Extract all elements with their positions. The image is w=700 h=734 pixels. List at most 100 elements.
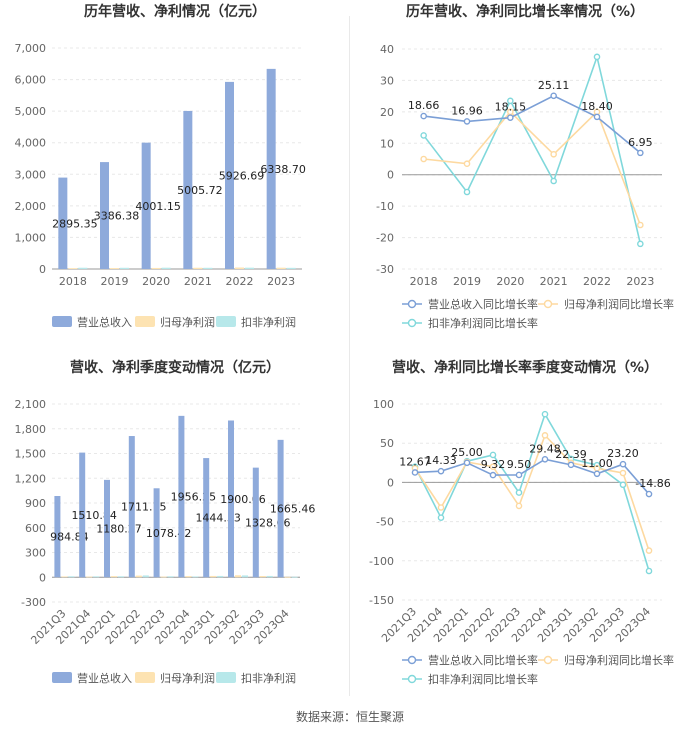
point-revenue-growth: [637, 149, 644, 157]
bar-revenue: [58, 177, 68, 269]
y-tick-label: 0: [39, 263, 46, 276]
data-label: 25.00: [451, 446, 483, 459]
bar-revenue: [252, 467, 259, 578]
bar-deducted-profit: [266, 575, 273, 578]
bar-deducted-profit: [291, 576, 298, 578]
data-label: 22.39: [555, 448, 587, 461]
point-net-profit-growth: [515, 502, 523, 510]
legend-label: 归母净利润同比增长率: [564, 653, 674, 667]
data-label: 23.20: [607, 447, 639, 460]
bar-revenue: [266, 68, 276, 269]
y-tick-label: 2,100: [15, 398, 47, 411]
point-net-profit-growth: [463, 160, 471, 168]
data-label: 18.15: [495, 101, 527, 114]
bar-revenue: [79, 452, 86, 578]
chart-title: 营收、净利同比增长率季度变动情况（%）: [392, 359, 658, 376]
data-label: 11.00: [581, 457, 613, 470]
legend-label: 扣非净利润同比增长率: [428, 672, 538, 686]
annual-revenue-profit-panel: 历年营收、净利情况（亿元） 0 1,000 2,000 3,000 4,000 5,000 6…: [0, 0, 350, 352]
point-net-profit-growth: [489, 463, 497, 471]
data-label: 1444.53: [195, 512, 241, 525]
y-tick-label: 50: [380, 437, 394, 450]
data-label: 12.67: [399, 455, 431, 468]
legend-swatch: [216, 672, 236, 683]
y-tick-label: 900: [25, 497, 46, 510]
point-net-profit-growth: [541, 432, 549, 439]
point-deducted-profit-growth: [550, 177, 557, 185]
data-label: 1510.84: [71, 509, 117, 522]
point-net-profit-growth: [437, 504, 445, 511]
bar-net-profit: [276, 267, 286, 269]
y-tick-label: 7,000: [15, 42, 47, 55]
data-label: 9.32: [481, 458, 506, 471]
point-revenue-growth: [463, 118, 471, 125]
legend-label: 营业总收入同比增长率: [428, 297, 538, 311]
bar-deducted-profit: [242, 575, 248, 578]
bar-revenue: [104, 479, 110, 578]
y-tick-label: 100: [373, 398, 394, 411]
x-tick-label: 2020: [142, 275, 170, 288]
point-deducted-profit-growth: [507, 97, 514, 105]
bar-net-profit: [160, 576, 167, 578]
point-deducted-profit-growth: [489, 451, 497, 459]
y-tick-label: 0: [387, 476, 394, 489]
legend-swatch: [135, 316, 155, 327]
chart-title: 历年营收、净利情况（亿元）: [84, 3, 266, 20]
bar-deducted-profit: [142, 575, 149, 578]
chart-title: 营收、净利季度变动情况（亿元）: [70, 359, 280, 376]
x-tick-label: 2022: [583, 275, 611, 288]
point-deducted-profit-growth: [593, 53, 601, 61]
bar-net-profit: [235, 267, 244, 269]
quarterly-revenue-profit-panel: 营收、净利季度变动情况（亿元） -300 0 300 600 900 1,200 1,500 1…: [0, 352, 350, 704]
y-tick-label: 30: [380, 74, 394, 87]
bar-revenue: [54, 496, 61, 578]
point-revenue-growth: [593, 470, 601, 478]
point-revenue-growth: [437, 467, 445, 475]
y-tick-label: 6,000: [15, 74, 47, 87]
x-tick-label: 2019: [101, 275, 129, 288]
legend-label: 营业总收入同比增长率: [428, 653, 538, 667]
legend-label: 营业总收入: [77, 671, 132, 685]
data-source-note: 数据来源：恒生聚源: [295, 710, 404, 724]
legend-label: 归母净利润: [160, 315, 215, 329]
panel-divider: [349, 16, 350, 696]
point-net-profit-growth: [420, 155, 427, 163]
bar-revenue: [178, 415, 185, 578]
point-revenue-growth: [645, 490, 653, 498]
y-tick-label: 40: [380, 43, 394, 56]
line-revenue-growth: [423, 94, 641, 154]
legend-label: 扣非净利润: [241, 315, 296, 329]
line-revenue-growth: [414, 458, 650, 495]
y-tick-label: 10: [380, 137, 394, 150]
quarterly-growth-line-chart: 营收、净利同比增长率季度变动情况（%）-150-100-500501002021…: [369, 359, 674, 686]
bar-deducted-profit: [161, 267, 171, 269]
bar-deducted-profit: [192, 576, 199, 578]
bar-revenue: [225, 81, 234, 270]
legend-swatch: [135, 672, 155, 683]
y-tick-label: 1,000: [15, 231, 47, 244]
point-revenue-growth: [619, 460, 627, 468]
annual-growth-line-chart: 历年营收、净利同比增长率情况（%） -30 -20 -10 0 10 20 30 40 2018 2…: [376, 3, 674, 330]
y-tick-label: -100: [369, 555, 394, 568]
bar-deducted-profit: [78, 267, 88, 269]
data-label: 984.84: [50, 531, 89, 544]
data-label: 5005.72: [177, 184, 223, 197]
bar-net-profit: [284, 576, 291, 578]
annual-growth-panel: 历年营收、净利同比增长率情况（%） -30 -20 -10 0 10 20 30 40 2018 2…: [350, 0, 700, 352]
bar-net-profit: [135, 575, 142, 578]
data-label: 25.11: [538, 79, 570, 92]
bar-deducted-profit: [167, 576, 174, 578]
chart-title: 历年营收、净利同比增长率情况（%）: [406, 3, 644, 20]
data-label: 9.50: [507, 458, 532, 471]
data-label: 1078.42: [146, 527, 192, 540]
bar-net-profit: [68, 268, 78, 269]
y-tick-label: -300: [21, 596, 46, 609]
point-revenue-growth: [507, 114, 514, 121]
y-tick-label: 1,800: [15, 423, 47, 436]
legend-label: 扣非净利润同比增长率: [428, 316, 538, 330]
bar-revenue: [141, 142, 151, 269]
point-net-profit-growth: [637, 221, 644, 229]
data-label: 18.66: [408, 99, 440, 112]
y-tick-label: 0: [39, 571, 46, 584]
data-label: 4001.15: [135, 200, 181, 213]
